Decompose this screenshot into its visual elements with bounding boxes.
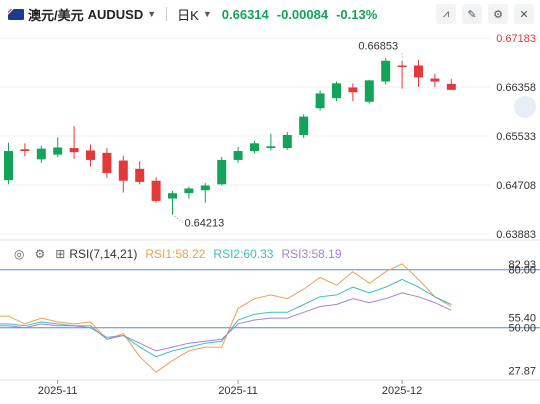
toolbar: ⩘ ✎ ⚙ ✕ xyxy=(436,4,534,24)
x-tick-label: 2025-11 xyxy=(218,385,258,397)
hide-indicator-icon[interactable]: ◎ xyxy=(14,247,25,261)
rsi-tick-label: 82.93 xyxy=(508,259,536,271)
price-tick-label: 0.66358 xyxy=(496,82,536,94)
draw-icon[interactable]: ✎ xyxy=(462,4,482,24)
candle-body xyxy=(20,149,30,152)
period-chevron-icon[interactable]: ▼ xyxy=(202,9,212,19)
candle-body xyxy=(250,143,259,152)
candle-body xyxy=(446,83,456,90)
chart-header: 澳元/美元 AUDUSD ▼ 日K ▼ 0.66314 -0.00084 -0.… xyxy=(0,0,540,28)
annotation-high: 0.66853 xyxy=(358,41,398,53)
rsi-series-3 xyxy=(0,292,452,352)
rsi-tick-label: 55.40 xyxy=(508,312,536,324)
chevron-down-icon[interactable]: ▼ xyxy=(147,9,157,19)
candle-body xyxy=(332,83,341,99)
candle-body xyxy=(282,134,292,149)
indicator-bar: ◎ ⚙ ⊞ RSI(7,14,21) RSI1:58.22 RSI2:60.33… xyxy=(0,244,540,264)
price-tick-label: 0.67183 xyxy=(496,33,536,45)
candle-body xyxy=(118,160,128,181)
candle-body xyxy=(381,60,391,82)
period-selector[interactable]: 日K xyxy=(177,7,199,23)
symbol-name[interactable]: 澳元/美元 xyxy=(28,7,84,23)
candle-body xyxy=(397,65,407,67)
candle-body xyxy=(217,159,227,185)
candle-body xyxy=(430,78,440,82)
rsi-lines xyxy=(0,263,452,373)
candle-body xyxy=(348,87,358,93)
close-icon[interactable]: ✕ xyxy=(514,4,534,24)
rsi2-value: RSI2:60.33 xyxy=(213,247,274,261)
candle-body xyxy=(315,93,325,109)
candle-body xyxy=(135,168,145,182)
candle-body xyxy=(414,65,423,78)
indicator-settings-icon[interactable]: ⚙ xyxy=(34,247,46,261)
candle-body xyxy=(69,148,79,153)
symbol-code[interactable]: AUDUSD xyxy=(87,6,144,22)
candle-body xyxy=(299,116,309,135)
price-tick-label: 0.63883 xyxy=(496,229,536,241)
rsi-axis: 80.00 50.00 82.93 55.40 27.87 xyxy=(508,259,536,377)
candle-body xyxy=(53,147,63,155)
price-axis: 0.67183 0.66358 0.65533 0.64708 0.63883 xyxy=(496,33,536,241)
candle-body xyxy=(364,80,374,102)
annotation-leader xyxy=(172,214,183,223)
x-tick-label: 2025-11 xyxy=(38,385,78,397)
price-tick-label: 0.64708 xyxy=(496,180,536,192)
watermark-logo-icon xyxy=(514,96,536,118)
candle-body xyxy=(168,193,177,199)
last-price: 0.66314 xyxy=(221,6,269,22)
candle-body xyxy=(200,185,210,191)
candle-body xyxy=(36,148,46,160)
chart-type-icon[interactable]: ⩘ xyxy=(436,4,456,24)
price-grid xyxy=(0,37,490,235)
candle-body xyxy=(86,150,95,160)
candle-body xyxy=(102,152,112,174)
rsi3-value: RSI3:58.19 xyxy=(281,247,342,261)
settings-icon[interactable]: ⚙ xyxy=(488,4,508,24)
price-change-pct: -0.13% xyxy=(336,6,378,22)
rsi-ref-lines xyxy=(0,269,540,329)
rsi-series-2 xyxy=(0,278,452,358)
rsi-ref-label: 50.00 xyxy=(508,323,536,335)
x-axis: 2025-11 2025-11 2025-12 xyxy=(38,380,422,397)
candle-body xyxy=(151,180,161,201)
candle-body xyxy=(4,151,13,181)
price-tick-label: 0.65533 xyxy=(496,131,536,143)
au-flag-icon xyxy=(8,8,24,20)
x-tick-label: 2025-12 xyxy=(382,385,422,397)
price-change: -0.00084 xyxy=(276,6,329,22)
indicator-expand-icon[interactable]: ⊞ xyxy=(55,247,66,261)
rsi-title: RSI(7,14,21) xyxy=(69,247,138,261)
rsi-ref-label: 80.00 xyxy=(508,265,536,277)
rsi1-value: RSI1:58.22 xyxy=(145,247,206,261)
candle-body xyxy=(233,151,243,160)
annotation-low: 0.64213 xyxy=(185,217,225,229)
candles: 0.66853 0.64213 xyxy=(4,41,456,229)
candle-body xyxy=(184,188,194,194)
divider xyxy=(166,7,168,21)
rsi-tick-label: 27.87 xyxy=(508,366,536,378)
rsi-series-1 xyxy=(0,263,452,373)
candle-body xyxy=(266,146,276,149)
